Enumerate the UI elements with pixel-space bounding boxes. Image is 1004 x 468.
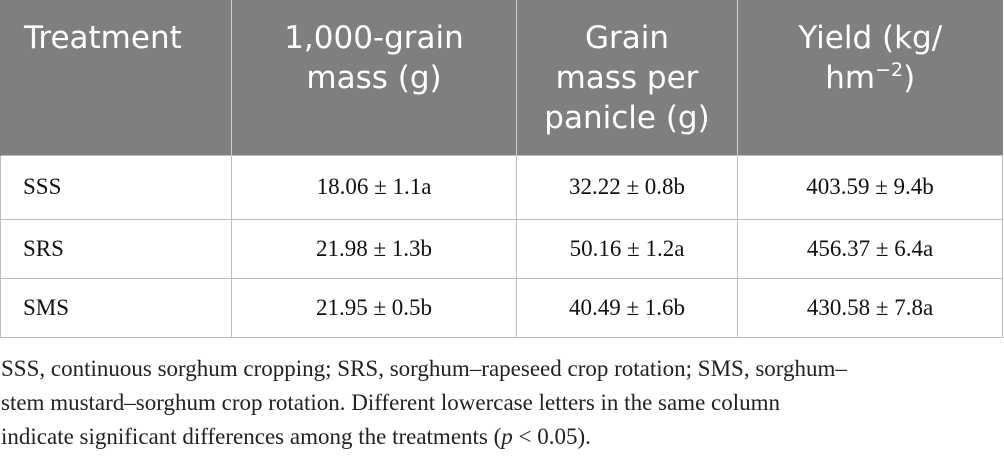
table-row: SSS 18.06 ± 1.1a 32.22 ± 0.8b 403.59 ± 9… [0, 154, 1003, 220]
cell-yield: 430.58 ± 7.8a [737, 277, 1003, 338]
footnote-line3-pre: indicate significant differences among t… [1, 424, 502, 449]
header-panicle-mass-line2: mass per [555, 60, 699, 96]
header-yield-exponent: −2 [875, 59, 904, 81]
header-grain-mass: 1,000-grain mass (g) [231, 0, 517, 155]
cell-treatment: SSS [0, 154, 232, 220]
table-header: Treatment 1,000-grain mass (g) Grain mas… [0, 0, 1003, 155]
cell-grain-mass: 18.06 ± 1.1a [231, 154, 517, 220]
results-table: Treatment 1,000-grain mass (g) Grain mas… [0, 0, 1003, 338]
cell-yield: 403.59 ± 9.4b [737, 154, 1003, 220]
cell-panicle-mass: 50.16 ± 1.2a [516, 218, 738, 279]
header-treatment: Treatment [0, 0, 232, 155]
data-table-container: Treatment 1,000-grain mass (g) Grain mas… [0, 0, 1003, 338]
table-row: SRS 21.98 ± 1.3b 50.16 ± 1.2a 456.37 ± 6… [0, 218, 1003, 279]
cell-treatment: SRS [0, 218, 232, 279]
cell-yield: 456.37 ± 6.4a [737, 218, 1003, 279]
footnote-line2: stem mustard–sorghum crop rotation. Diff… [1, 390, 781, 415]
header-grain-mass-line2: mass (g) [306, 60, 442, 96]
table-footnote: SSS, continuous sorghum cropping; SRS, s… [1, 352, 1001, 454]
footnote-line3-post: < 0.05). [512, 424, 591, 449]
cell-grain-mass: 21.98 ± 1.3b [231, 218, 517, 279]
header-grain-mass-line1: 1,000-grain [284, 20, 464, 56]
header-yield-line1: Yield (kg/ [798, 20, 943, 56]
footnote-p-symbol: p [501, 424, 513, 449]
header-panicle-mass-line3: panicle (g) [544, 100, 710, 136]
header-row: Treatment 1,000-grain mass (g) Grain mas… [0, 0, 1003, 155]
header-treatment-line: Treatment [24, 20, 182, 56]
header-yield: Yield (kg/ hm−2) [737, 0, 1003, 155]
footnote-line1: SSS, continuous sorghum cropping; SRS, s… [1, 356, 847, 381]
cell-treatment: SMS [0, 277, 232, 338]
header-panicle-mass: Grain mass per panicle (g) [516, 0, 738, 155]
cell-panicle-mass: 32.22 ± 0.8b [516, 154, 738, 220]
table-body: SSS 18.06 ± 1.1a 32.22 ± 0.8b 403.59 ± 9… [0, 154, 1003, 338]
header-yield-unit: hm [825, 60, 876, 96]
cell-grain-mass: 21.95 ± 0.5b [231, 277, 517, 338]
header-yield-close: ) [903, 60, 916, 96]
table-row: SMS 21.95 ± 0.5b 40.49 ± 1.6b 430.58 ± 7… [0, 277, 1003, 338]
cell-panicle-mass: 40.49 ± 1.6b [516, 277, 738, 338]
header-panicle-mass-line1: Grain [584, 20, 670, 56]
